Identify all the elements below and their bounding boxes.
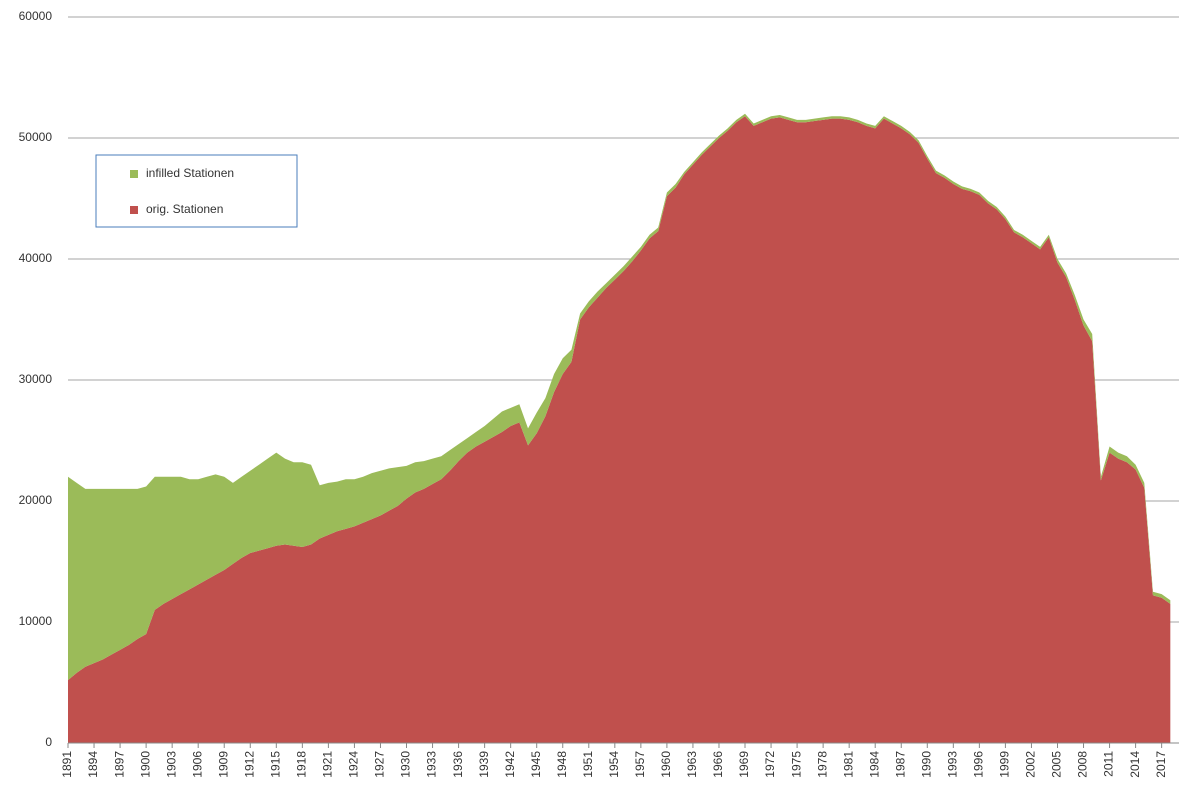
y-tick-label: 20000 — [19, 493, 53, 507]
x-tick-label: 1939 — [477, 751, 491, 778]
legend: infilled Stationen orig. Stationen — [95, 154, 298, 228]
x-tick-label: 1993 — [946, 751, 960, 778]
x-tick-label: 1924 — [347, 751, 361, 778]
x-tick-label: 2005 — [1050, 751, 1064, 778]
x-tick-label: 1909 — [216, 751, 230, 778]
x-tick-label: 1981 — [841, 751, 855, 778]
legend-box — [95, 154, 298, 228]
x-tick-label: 1969 — [737, 751, 751, 778]
x-tick-label: 1912 — [242, 751, 256, 778]
x-tick-label: 1927 — [373, 751, 387, 778]
x-tick-label: 2008 — [1076, 751, 1090, 778]
x-tick-label: 1984 — [867, 751, 881, 778]
x-tick-label: 1999 — [998, 751, 1012, 778]
x-tick-label: 1990 — [919, 751, 933, 778]
legend-label: orig. Stationen — [146, 202, 223, 216]
x-tick-label: 1894 — [86, 751, 100, 778]
x-tick-label: 2011 — [1102, 751, 1116, 777]
x-tick-label: 1996 — [972, 751, 986, 778]
x-tick-label: 1960 — [659, 751, 673, 778]
x-tick-label: 2014 — [1128, 751, 1142, 778]
x-tick-label: 1966 — [711, 751, 725, 778]
x-tick-label: 1897 — [112, 751, 126, 778]
x-tick-label: 1972 — [763, 751, 777, 778]
y-tick-label: 10000 — [19, 614, 53, 628]
y-tick-label: 30000 — [19, 372, 53, 386]
y-tick-label: 40000 — [19, 251, 53, 265]
x-tick-label: 1900 — [138, 751, 152, 778]
legend-label: infilled Stationen — [146, 166, 234, 180]
x-tick-label: 1933 — [425, 751, 439, 778]
x-tick-label: 1987 — [893, 751, 907, 778]
x-tick-label: 1951 — [581, 751, 595, 778]
x-tick-label: 1918 — [295, 751, 309, 778]
y-tick-label: 60000 — [19, 9, 53, 23]
x-tick-label: 1906 — [190, 751, 204, 778]
x-tick-label: 1945 — [529, 751, 543, 778]
x-tick-label: 1975 — [789, 751, 803, 778]
x-tick-label: 1954 — [607, 751, 621, 778]
area — [68, 116, 1171, 744]
x-tick-label: 1921 — [321, 751, 335, 778]
x-tick-label: 1963 — [685, 751, 699, 778]
x-tick-label: 1942 — [503, 751, 517, 778]
x-tick-label: 1903 — [164, 751, 178, 778]
x-tick-label: 1930 — [399, 751, 413, 778]
legend-swatch — [130, 170, 138, 178]
x-tick-label: 1915 — [268, 751, 282, 778]
x-tick-label: 1936 — [451, 751, 465, 778]
x-tick-label: 2017 — [1154, 751, 1168, 778]
x-tick-label: 2002 — [1024, 751, 1038, 778]
x-tick-label: 1978 — [815, 751, 829, 778]
x-tick-label: 1948 — [555, 751, 569, 778]
x-tick-label: 1891 — [60, 751, 74, 778]
x-tick-label: 1957 — [633, 751, 647, 778]
legend-swatch — [130, 206, 138, 214]
y-tick-label: 50000 — [19, 130, 53, 144]
y-tick-label: 0 — [45, 735, 52, 749]
